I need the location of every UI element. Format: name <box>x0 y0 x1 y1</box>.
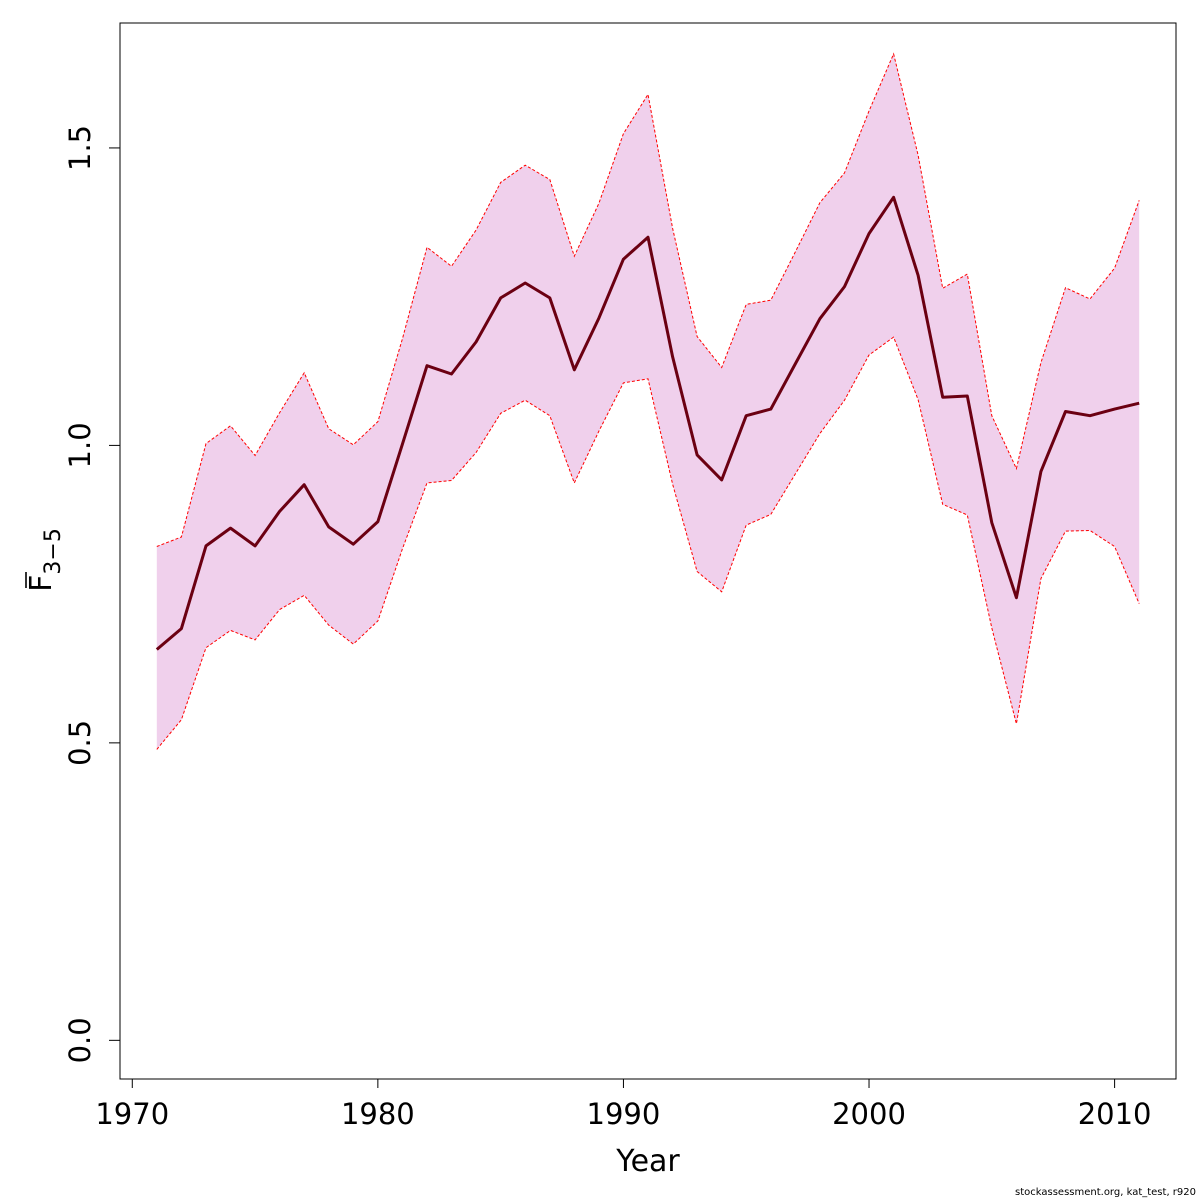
y-tick-label: 1.5 <box>63 125 97 171</box>
x-axis: 1970 1980 1990 2000 2010 <box>95 1078 1152 1131</box>
svg-text:F3−5: F3−5 <box>24 528 66 592</box>
x-tick-label: 1970 <box>95 1097 169 1131</box>
y-axis-title: F3−5 <box>24 528 66 592</box>
y-tick-label: 0.0 <box>63 1017 97 1063</box>
y-axis-title-subscript: 3−5 <box>41 528 66 574</box>
x-tick-label: 1990 <box>587 1097 661 1131</box>
y-tick-label: 1.0 <box>63 422 97 468</box>
y-axis-title-main: F <box>24 575 59 592</box>
y-tick-label: 0.5 <box>63 720 97 766</box>
estimate-line <box>155 195 1140 651</box>
confidence-band <box>156 53 1140 750</box>
upper-bound-line <box>156 52 1140 547</box>
x-axis-title: Year <box>615 1144 680 1179</box>
x-tick-label: 2000 <box>832 1097 906 1131</box>
lower-bound-line <box>156 336 1140 750</box>
footer-credit: stockassessment.org, kat_test, r920 <box>1015 1187 1196 1198</box>
x-tick-label: 1980 <box>341 1097 415 1131</box>
x-tick-label: 2010 <box>1078 1097 1152 1131</box>
y-axis: 0.0 0.5 1.0 1.5 <box>63 125 121 1063</box>
